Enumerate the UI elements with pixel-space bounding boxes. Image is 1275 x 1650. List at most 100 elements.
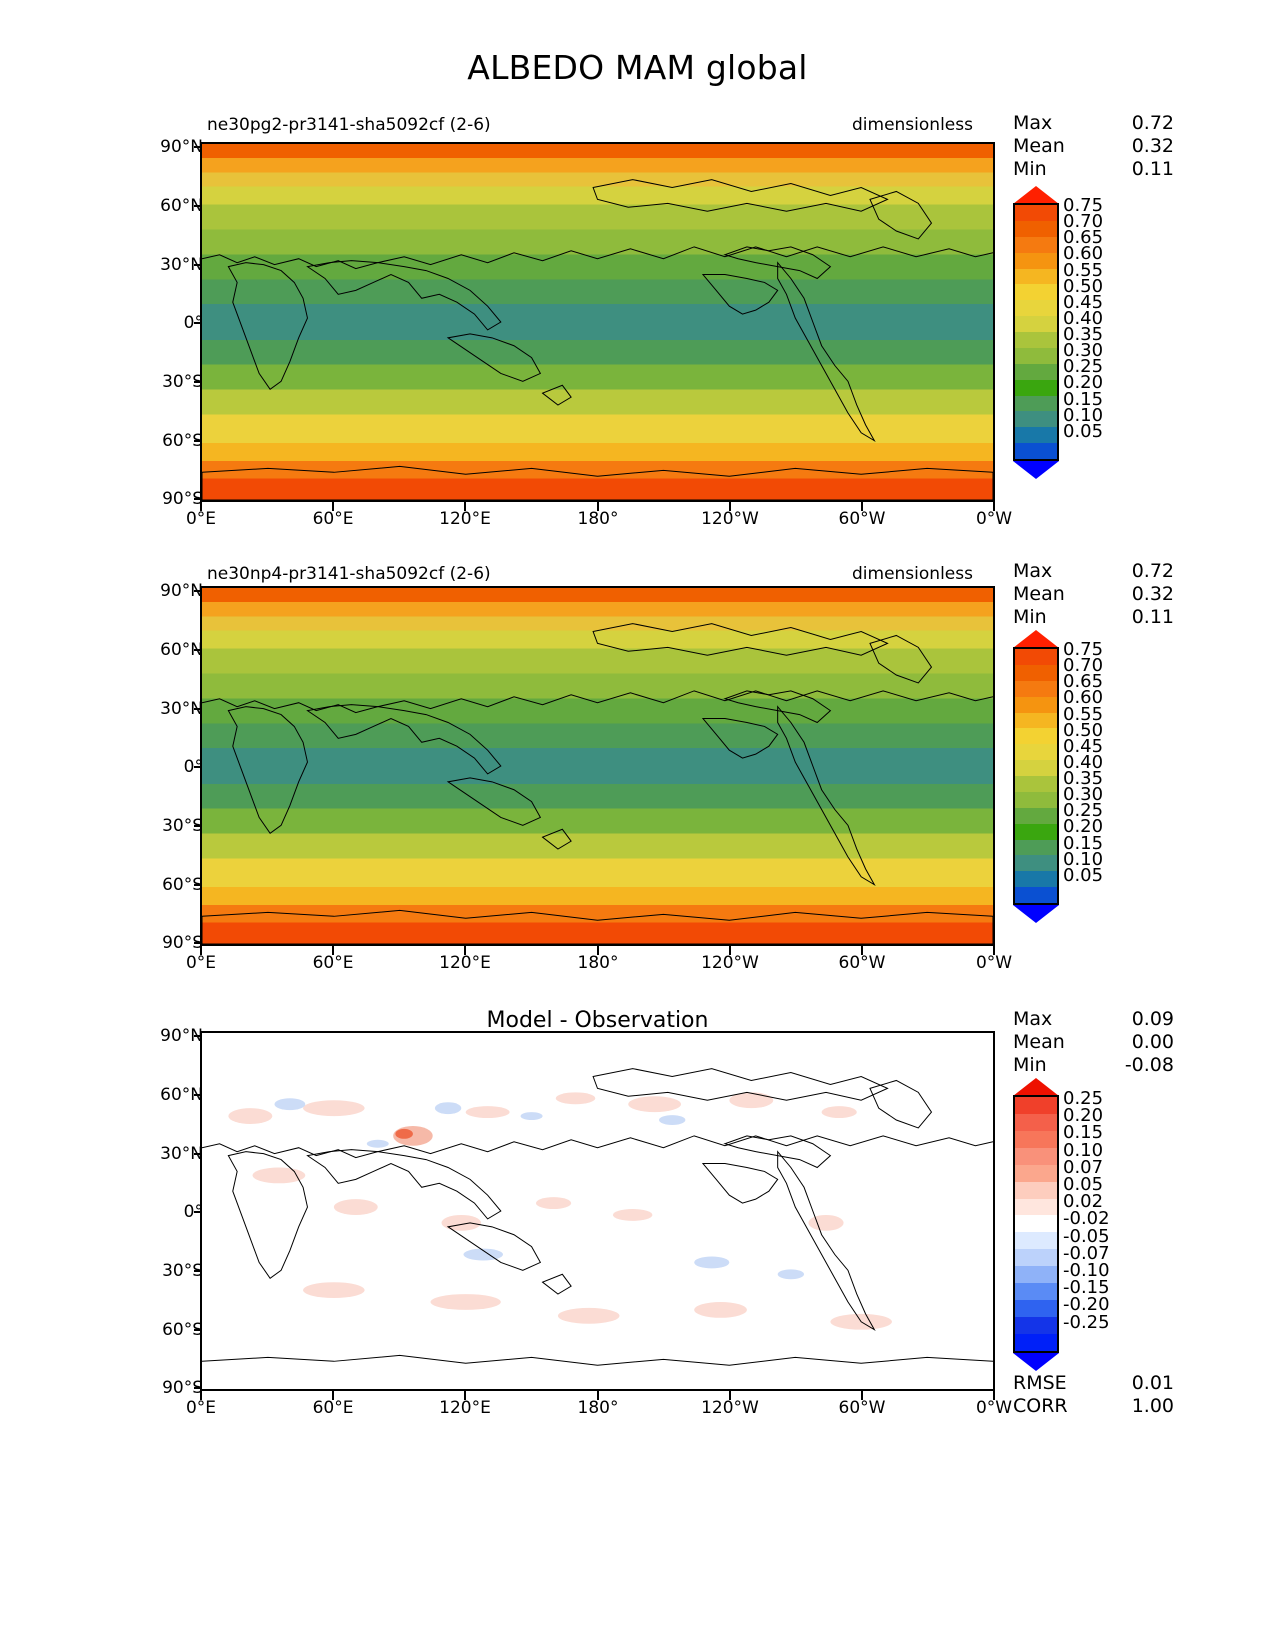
stat-value-min: 0.11 <box>1131 158 1174 180</box>
ytick-60s: 60°S <box>162 875 203 895</box>
xtick-mark <box>464 1391 466 1400</box>
xtick-mark <box>200 1391 202 1400</box>
ytick-30n: 30°N <box>160 699 203 719</box>
stat-label-min: Min <box>1013 606 1047 628</box>
map-reference[interactable] <box>200 586 995 946</box>
score-value-corr: 1.00 <box>1131 1395 1174 1417</box>
score-value-rmse: 0.01 <box>1131 1372 1174 1394</box>
xtick-mark <box>200 946 202 955</box>
cbtick: -0.25 <box>1063 1311 1110 1333</box>
ytick-mark <box>194 884 203 886</box>
xtick-mark <box>597 1391 599 1400</box>
xtick-0e: 0°E <box>185 953 217 973</box>
cbtick: 0.45 <box>1063 291 1104 313</box>
xtick-180: 180° <box>577 509 619 529</box>
ytick-mark <box>194 205 203 207</box>
cbtick: 0.75 <box>1063 639 1104 660</box>
cbtick: 0.25 <box>1063 356 1104 378</box>
cbtick: 0.25 <box>1063 800 1104 822</box>
xtick-120e: 120°E <box>439 509 491 529</box>
stat-label-max: Max <box>1013 1008 1053 1030</box>
cbtick: 0.30 <box>1063 340 1104 362</box>
ytick-30s: 30°S <box>162 816 203 836</box>
stat-value-max: 0.72 <box>1131 112 1174 134</box>
ytick-mark <box>194 590 203 592</box>
xtick-0w: 0°W <box>975 509 1013 529</box>
score-label-corr: CORR <box>1013 1395 1068 1417</box>
ytick-mark <box>194 1094 203 1096</box>
cbtick: 0.70 <box>1063 655 1104 677</box>
stat-value-min: -0.08 <box>1124 1054 1174 1076</box>
stat-label-min: Min <box>1013 1054 1047 1076</box>
stat-value-mean: 0.00 <box>1131 1031 1174 1053</box>
cbtick: -0.20 <box>1063 1294 1110 1316</box>
albedo-raster <box>202 588 993 944</box>
xtick-mark <box>861 946 863 955</box>
stat-value-mean: 0.32 <box>1131 135 1174 157</box>
xtick-mark <box>332 1391 334 1400</box>
cbtick: 0.65 <box>1063 227 1104 249</box>
ytick-60s: 60°S <box>162 431 203 451</box>
ytick-mark <box>194 146 203 148</box>
ytick-mark <box>194 1211 203 1213</box>
colorbar-difference-body <box>1013 1095 1059 1353</box>
cbtick: 0.15 <box>1063 832 1104 854</box>
ytick-30n: 30°N <box>160 1144 203 1164</box>
stat-value-min: 0.11 <box>1131 606 1174 628</box>
xtick-120e: 120°E <box>439 953 491 973</box>
xtick-0w: 0°W <box>975 953 1013 973</box>
xtick-60w: 60°W <box>838 509 886 529</box>
stat-label-max: Max <box>1013 560 1053 582</box>
xtick-180: 180° <box>577 1398 619 1418</box>
stat-label-mean: Mean <box>1013 1031 1065 1053</box>
cbtick: 0.25 <box>1063 1088 1104 1109</box>
cbtick: 0.10 <box>1063 1139 1104 1161</box>
map-test[interactable] <box>200 142 995 502</box>
cbtick: -0.10 <box>1063 1260 1110 1281</box>
xtick-mark <box>200 502 202 511</box>
cbtick: 0.60 <box>1063 243 1104 265</box>
ytick-mark <box>194 381 203 383</box>
xtick-mark <box>861 502 863 511</box>
xtick-mark <box>332 946 334 955</box>
xtick-0e: 0°E <box>185 1398 217 1418</box>
ytick-mark <box>194 264 203 266</box>
ytick-mark <box>194 825 203 827</box>
colorbar-reference-body <box>1013 647 1059 905</box>
ytick-30s: 30°S <box>162 372 203 392</box>
ytick-90n: 90°N <box>160 1026 203 1046</box>
xtick-120w: 120°W <box>701 953 759 973</box>
panel-reference-subtitle-left: ne30np4-pr3141-sha5092cf (2-6) <box>207 564 491 584</box>
xtick-60e: 60°E <box>312 1398 354 1418</box>
xtick-180: 180° <box>577 953 619 973</box>
stat-value-max: 0.72 <box>1131 560 1174 582</box>
xtick-mark <box>464 946 466 955</box>
stat-label-mean: Mean <box>1013 583 1065 605</box>
stat-label-max: Max <box>1013 112 1053 134</box>
xtick-mark <box>729 1391 731 1400</box>
cbtick: 0.60 <box>1063 687 1104 709</box>
ytick-mark <box>194 1329 203 1331</box>
xtick-0w: 0°W <box>975 1398 1013 1418</box>
coastlines <box>202 588 993 944</box>
cbtick: 0.35 <box>1063 768 1104 789</box>
xtick-mark <box>729 946 731 955</box>
ytick-mark <box>194 942 203 944</box>
difference-anomalies <box>202 1033 993 1389</box>
ytick-mark <box>194 322 203 324</box>
ytick-60n: 60°N <box>160 196 203 216</box>
cbtick: 0.40 <box>1063 751 1104 773</box>
cbtick: 0.70 <box>1063 211 1104 233</box>
ytick-mark <box>194 498 203 500</box>
ytick-0: 0° <box>183 313 203 333</box>
ytick-mark <box>194 1035 203 1037</box>
stat-label-min: Min <box>1013 158 1047 180</box>
cbtick: -0.15 <box>1063 1277 1110 1299</box>
page-title: ALBEDO MAM global <box>467 48 808 87</box>
map-difference[interactable] <box>200 1031 995 1391</box>
ytick-mark <box>194 1153 203 1155</box>
ytick-mark <box>194 1270 203 1272</box>
xtick-mark <box>332 502 334 511</box>
xtick-60w: 60°W <box>838 953 886 973</box>
cbtick: 0.55 <box>1063 259 1104 281</box>
